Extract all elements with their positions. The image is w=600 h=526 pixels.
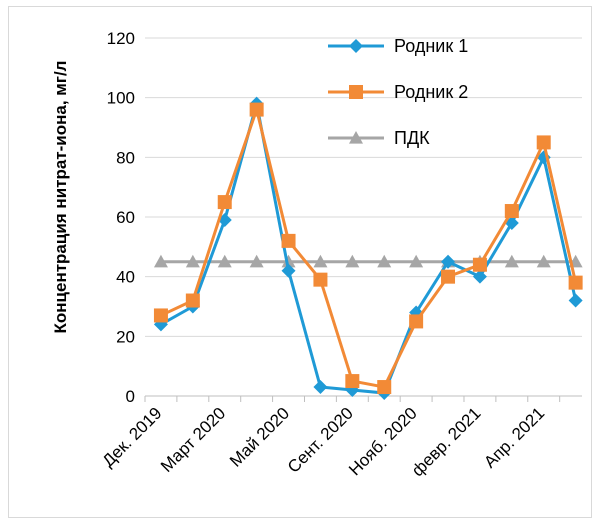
legend-item: Родник 1 bbox=[328, 36, 468, 56]
y-axis-label: Концентрация нитрат-иона, мг/л bbox=[51, 61, 70, 334]
data-point bbox=[217, 195, 232, 210]
series-2 bbox=[153, 254, 583, 268]
data-point bbox=[281, 254, 296, 268]
data-point bbox=[217, 254, 232, 268]
data-point bbox=[409, 254, 424, 268]
legend-marker bbox=[349, 39, 363, 53]
data-point bbox=[504, 254, 519, 268]
data-point bbox=[313, 380, 328, 395]
legend-marker bbox=[349, 85, 363, 99]
data-point bbox=[249, 254, 264, 268]
data-point bbox=[409, 314, 424, 329]
data-point bbox=[504, 204, 519, 219]
legend-item: Родник 2 bbox=[328, 82, 468, 102]
y-tick-label: 80 bbox=[116, 148, 135, 167]
data-point bbox=[536, 254, 551, 268]
data-point bbox=[536, 135, 551, 150]
data-point bbox=[377, 254, 392, 268]
data-point bbox=[377, 380, 392, 395]
data-point bbox=[153, 308, 168, 323]
y-tick-label: 120 bbox=[107, 29, 135, 48]
y-tick-label: 60 bbox=[116, 208, 135, 227]
x-tick-label: Март 2020 bbox=[157, 404, 229, 476]
y-tick-label: 20 bbox=[116, 327, 135, 346]
data-point bbox=[249, 102, 264, 117]
legend: Родник 1 Родник 2 ПДК bbox=[328, 36, 468, 148]
y-tick-label: 40 bbox=[116, 268, 135, 287]
legend-label: Родник 1 bbox=[394, 36, 468, 56]
legend-marker bbox=[349, 131, 363, 144]
data-point bbox=[185, 293, 200, 308]
data-point bbox=[472, 257, 487, 272]
data-point bbox=[568, 275, 583, 290]
data-point bbox=[472, 269, 487, 284]
series-line bbox=[160, 102, 578, 395]
data-point bbox=[568, 293, 583, 308]
series-layer bbox=[153, 96, 583, 401]
gridlines bbox=[145, 37, 582, 337]
x-tick-label: Май 2020 bbox=[226, 404, 293, 471]
x-tick-label: февр. 2021 bbox=[408, 404, 485, 481]
x-tick-label: Дек. 2019 bbox=[99, 404, 166, 471]
legend-label: Родник 2 bbox=[394, 82, 468, 102]
legend-item: ПДК bbox=[328, 128, 430, 148]
data-point bbox=[345, 254, 360, 268]
series-0 bbox=[153, 96, 583, 401]
data-point bbox=[313, 254, 328, 268]
y-tick-label: 0 bbox=[126, 387, 135, 406]
data-point bbox=[153, 254, 168, 268]
data-point bbox=[441, 254, 456, 269]
legend-label: ПДК bbox=[394, 128, 430, 148]
y-tick-label: 100 bbox=[107, 89, 135, 108]
data-point bbox=[313, 272, 328, 287]
data-point bbox=[281, 263, 296, 278]
x-tick-label: Апр. 2021 bbox=[480, 404, 548, 472]
series-line bbox=[160, 108, 578, 389]
series-1 bbox=[153, 102, 583, 395]
data-point bbox=[185, 254, 200, 268]
data-point bbox=[281, 233, 296, 248]
data-point bbox=[345, 374, 360, 389]
data-point bbox=[441, 269, 456, 284]
